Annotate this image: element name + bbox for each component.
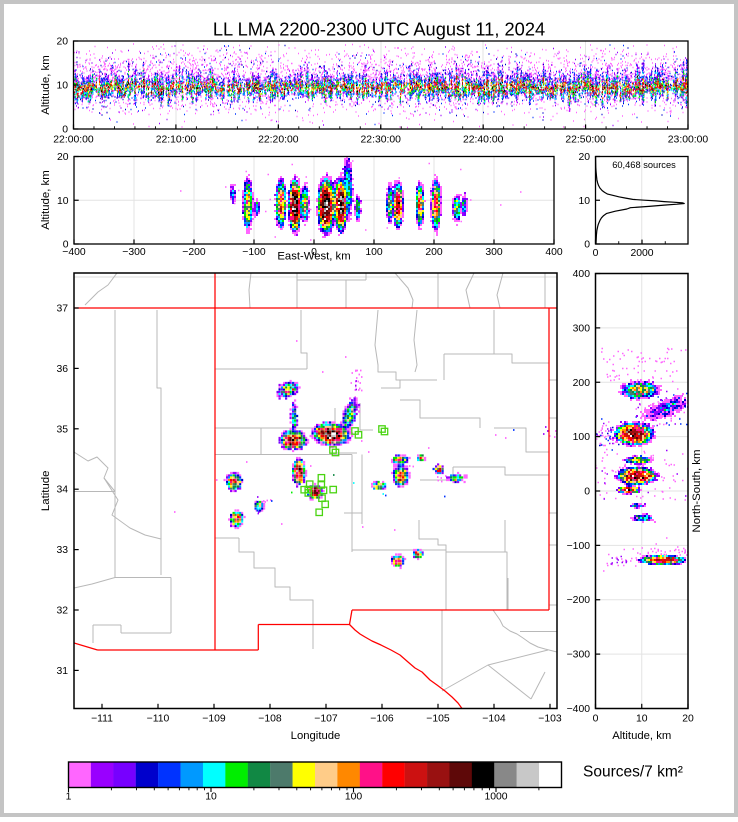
svg-text:35: 35 bbox=[56, 424, 68, 435]
svg-text:22:50:00: 22:50:00 bbox=[565, 135, 606, 146]
svg-text:400: 400 bbox=[545, 247, 563, 258]
svg-text:−111: −111 bbox=[91, 714, 113, 725]
svg-text:300: 300 bbox=[573, 323, 591, 334]
svg-text:34: 34 bbox=[56, 485, 68, 496]
svg-text:Latitude: Latitude bbox=[40, 471, 52, 512]
svg-text:0: 0 bbox=[584, 240, 590, 251]
svg-text:10: 10 bbox=[205, 792, 217, 803]
svg-text:LL LMA 2200-2300 UTC August 11: LL LMA 2200-2300 UTC August 11, 2024 bbox=[213, 19, 545, 40]
svg-text:0: 0 bbox=[63, 240, 69, 251]
svg-text:−300: −300 bbox=[567, 650, 591, 661]
svg-text:300: 300 bbox=[485, 247, 503, 258]
svg-text:200: 200 bbox=[425, 247, 443, 258]
svg-text:0: 0 bbox=[62, 125, 68, 136]
svg-text:22:20:00: 22:20:00 bbox=[258, 135, 299, 146]
svg-text:22:10:00: 22:10:00 bbox=[156, 135, 197, 146]
svg-text:22:00:00: 22:00:00 bbox=[53, 135, 94, 146]
svg-text:23:00:00: 23:00:00 bbox=[668, 135, 709, 146]
svg-text:10: 10 bbox=[578, 196, 590, 207]
svg-text:−400: −400 bbox=[567, 704, 591, 715]
svg-text:100: 100 bbox=[365, 247, 383, 258]
svg-text:10: 10 bbox=[636, 714, 648, 725]
svg-text:22:30:00: 22:30:00 bbox=[361, 135, 402, 146]
svg-text:10: 10 bbox=[56, 81, 68, 92]
svg-text:−103: −103 bbox=[538, 714, 562, 725]
svg-text:East-West, km: East-West, km bbox=[277, 251, 350, 263]
svg-text:100: 100 bbox=[345, 792, 363, 803]
svg-text:−100: −100 bbox=[242, 247, 266, 258]
svg-text:−106: −106 bbox=[370, 714, 394, 725]
svg-text:−200: −200 bbox=[182, 247, 206, 258]
svg-text:20: 20 bbox=[578, 152, 590, 163]
svg-text:Altitude, km: Altitude, km bbox=[40, 55, 52, 115]
svg-text:400: 400 bbox=[573, 269, 591, 280]
svg-text:Sources/7 km²: Sources/7 km² bbox=[583, 764, 683, 781]
svg-text:1000: 1000 bbox=[484, 792, 507, 803]
svg-text:20: 20 bbox=[682, 714, 694, 725]
svg-text:10: 10 bbox=[57, 196, 69, 207]
svg-text:0: 0 bbox=[584, 487, 590, 498]
svg-text:31: 31 bbox=[56, 666, 68, 677]
svg-text:2000: 2000 bbox=[630, 248, 653, 259]
svg-text:−109: −109 bbox=[202, 714, 226, 725]
svg-text:20: 20 bbox=[57, 152, 69, 163]
svg-text:Altitude, km: Altitude, km bbox=[612, 730, 671, 742]
svg-text:20: 20 bbox=[56, 37, 68, 48]
svg-text:36: 36 bbox=[56, 364, 68, 375]
svg-text:−108: −108 bbox=[258, 714, 282, 725]
svg-text:1: 1 bbox=[66, 792, 72, 803]
svg-text:0: 0 bbox=[593, 248, 599, 259]
svg-text:−300: −300 bbox=[122, 247, 146, 258]
svg-text:−100: −100 bbox=[567, 541, 591, 552]
svg-text:33: 33 bbox=[56, 545, 68, 556]
svg-text:North-South, km: North-South, km bbox=[691, 450, 703, 533]
svg-text:0: 0 bbox=[311, 247, 317, 258]
svg-text:−105: −105 bbox=[426, 714, 450, 725]
svg-text:200: 200 bbox=[573, 378, 591, 389]
svg-text:−110: −110 bbox=[147, 714, 170, 725]
svg-text:Altitude, km: Altitude, km bbox=[40, 170, 52, 230]
svg-text:22:40:00: 22:40:00 bbox=[463, 135, 504, 146]
svg-text:Longitude: Longitude bbox=[291, 730, 341, 742]
svg-text:60,468 sources: 60,468 sources bbox=[612, 160, 676, 170]
svg-text:−104: −104 bbox=[482, 714, 506, 725]
svg-text:−200: −200 bbox=[567, 595, 591, 606]
svg-text:−400: −400 bbox=[62, 247, 86, 258]
svg-text:−107: −107 bbox=[314, 714, 338, 725]
svg-text:100: 100 bbox=[573, 432, 591, 443]
svg-text:0: 0 bbox=[593, 714, 599, 725]
svg-text:37: 37 bbox=[56, 304, 68, 315]
svg-text:32: 32 bbox=[56, 606, 68, 617]
